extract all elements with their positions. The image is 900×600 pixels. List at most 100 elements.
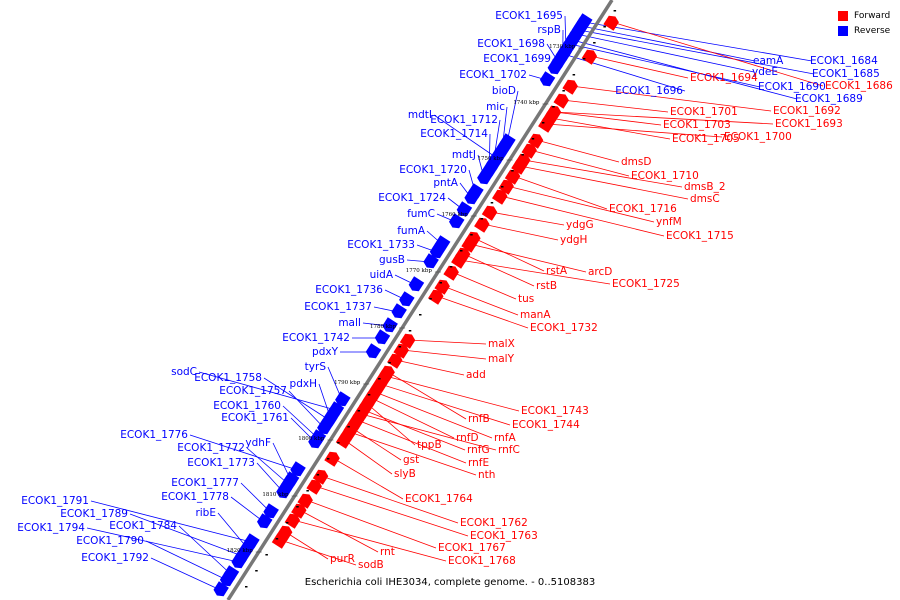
gene-arrow-ecok1-1710[interactable]: [521, 143, 537, 159]
gene-label-ecok1-1742[interactable]: ECOK1_1742: [282, 332, 350, 344]
gene-arrow-ecok1-1737[interactable]: [391, 303, 407, 319]
gene-label-ecok1-1698[interactable]: ECOK1_1698: [477, 38, 545, 50]
gene-arrow-ecok1-1694[interactable]: [581, 49, 598, 65]
gene-label-ydgg[interactable]: ydgG: [566, 219, 594, 231]
gene-label-mali[interactable]: malI: [338, 317, 361, 329]
gene-arrow-dmsc[interactable]: [511, 159, 527, 175]
gene-label-ecok1-1720[interactable]: ECOK1_1720: [399, 164, 467, 176]
gene-arrow-ecok1-1764[interactable]: [324, 451, 340, 467]
gene-label-ecok1-1702[interactable]: ECOK1_1702: [459, 69, 527, 81]
gene-arrow-ecok1-1773[interactable]: [276, 483, 292, 499]
gene-label-ecok1-1686[interactable]: ECOK1_1686: [825, 80, 893, 92]
gene-label-ecok1-1710[interactable]: ECOK1_1710: [631, 170, 699, 182]
gene-label-sodc[interactable]: sodC: [171, 366, 197, 378]
gene-arrow-ecok1-1732[interactable]: [428, 289, 444, 305]
gene-arrow-gusb[interactable]: [423, 253, 439, 269]
gene-label-ecok1-1705[interactable]: ECOK1_1705: [672, 133, 740, 145]
gene-label-maly[interactable]: malY: [488, 353, 515, 365]
gene-label-ecok1-1767[interactable]: ECOK1_1767: [438, 542, 506, 554]
gene-arrow-mali[interactable]: [382, 317, 398, 333]
gene-arrow-ecok1-1768[interactable]: [284, 513, 301, 529]
gene-arrow-ecok1-1761[interactable]: [308, 433, 324, 449]
gene-label-ecok1-1790[interactable]: ECOK1_1790: [76, 535, 144, 547]
gene-label-ecok1-1703[interactable]: ECOK1_1703: [663, 119, 731, 131]
gene-arrow-ecok1-1725[interactable]: [451, 253, 467, 269]
gene-label-ecok1-1768[interactable]: ECOK1_1768: [448, 555, 516, 567]
gene-label-ecok1-1761[interactable]: ECOK1_1761: [221, 412, 289, 424]
gene-arrow-pdxy[interactable]: [365, 343, 382, 359]
gene-arrow-ydgg[interactable]: [481, 205, 498, 221]
gene-label-tyrs[interactable]: tyrS: [305, 361, 327, 373]
gene-label-ecok1-1764[interactable]: ECOK1_1764: [405, 493, 473, 505]
gene-label-ecok1-1725[interactable]: ECOK1_1725: [612, 278, 680, 290]
gene-arrow-ecok1-1742[interactable]: [374, 329, 391, 345]
gene-label-ecok1-1694[interactable]: ECOK1_1694: [690, 72, 758, 84]
gene-label-rnfa[interactable]: rnfA: [494, 432, 516, 444]
gene-arrow-ecok1-1702[interactable]: [539, 71, 556, 87]
gene-arrow-ecok1-1715[interactable]: [492, 189, 508, 205]
gene-label-pdxh[interactable]: pdxH: [290, 378, 317, 390]
gene-label-tppb[interactable]: tppB: [417, 439, 442, 451]
gene-label-ecok1-1789[interactable]: ECOK1_1789: [60, 508, 128, 520]
gene-label-rnfb[interactable]: rnfB: [468, 413, 490, 425]
gene-arrow-fumc[interactable]: [449, 213, 465, 229]
gene-label-add[interactable]: add: [466, 369, 486, 381]
gene-label-rnfd[interactable]: rnfD: [456, 432, 479, 444]
gene-label-fuma[interactable]: fumA: [397, 225, 426, 237]
gene-label-rsta[interactable]: rstA: [546, 265, 568, 277]
gene-label-sodb[interactable]: sodB: [358, 559, 384, 571]
gene-label-ribe[interactable]: ribE: [195, 507, 216, 519]
gene-label-ecok1-1762[interactable]: ECOK1_1762: [460, 517, 528, 529]
gene-arrow-ecok1-1792[interactable]: [213, 581, 229, 597]
gene-label-slyb[interactable]: slyB: [394, 468, 416, 480]
gene-label-rnfc[interactable]: rnfC: [498, 444, 520, 456]
gene-label-nth[interactable]: nth: [478, 469, 495, 481]
gene-label-ecok1-1693[interactable]: ECOK1_1693: [775, 118, 843, 130]
gene-label-rstb[interactable]: rstB: [536, 280, 557, 292]
gene-label-fumc[interactable]: fumC: [407, 208, 435, 220]
gene-label-ecok1-1777[interactable]: ECOK1_1777: [171, 477, 239, 489]
gene-arrow-mana[interactable]: [434, 279, 450, 295]
gene-label-ecok1-1714[interactable]: ECOK1_1714: [420, 128, 488, 140]
gene-arrow-ecok1-1700[interactable]: [538, 117, 554, 133]
gene-label-eama[interactable]: eamA: [753, 55, 784, 67]
gene-arrow-ynfm[interactable]: [498, 179, 514, 195]
gene-arrow-ecok1-1689[interactable]: [565, 31, 582, 47]
gene-arrow-uida[interactable]: [408, 276, 425, 292]
gene-label-ecok1-1684[interactable]: ECOK1_1684: [810, 55, 878, 67]
gene-label-ynfm[interactable]: ynfM: [656, 216, 682, 228]
gene-arrow-ecok1-1716[interactable]: [504, 169, 521, 185]
gene-arrow-ecok1-1733[interactable]: [429, 243, 446, 259]
gene-label-ecok1-1743[interactable]: ECOK1_1743: [521, 405, 589, 417]
gene-label-ecok1-1772[interactable]: ECOK1_1772: [177, 442, 245, 454]
gene-arrow-rnfe[interactable]: [348, 413, 365, 429]
gene-arrow-ecok1-1696[interactable]: [556, 45, 573, 61]
gene-label-ydgh[interactable]: ydgH: [560, 234, 587, 246]
gene-label-ecok1-1792[interactable]: ECOK1_1792: [81, 552, 149, 564]
gene-arrow-ecok1-1790[interactable]: [219, 571, 236, 587]
gene-label-tus[interactable]: tus: [518, 293, 534, 305]
gene-label-mana[interactable]: manA: [520, 309, 551, 321]
gene-label-ecok1-1784[interactable]: ECOK1_1784: [109, 520, 177, 532]
gene-label-ydee[interactable]: ydeE: [752, 66, 778, 78]
gene-label-ecok1-1685[interactable]: ECOK1_1685: [812, 68, 880, 80]
gene-arrow-maly[interactable]: [393, 343, 409, 359]
gene-label-mic[interactable]: mic: [486, 101, 505, 113]
gene-label-biod[interactable]: bioD: [492, 85, 516, 97]
gene-label-mdtj[interactable]: mdtJ: [452, 149, 476, 161]
gene-arrow-ecok1-1692[interactable]: [562, 79, 578, 95]
gene-label-ecok1-1712[interactable]: ECOK1_1712: [430, 114, 498, 126]
gene-label-ecok1-1690[interactable]: ECOK1_1690: [758, 81, 826, 93]
gene-arrow-sodb[interactable]: [271, 533, 288, 549]
gene-arrow-rnt[interactable]: [291, 503, 307, 519]
gene-label-rnfe[interactable]: rnfE: [468, 457, 489, 469]
gene-arrow-ecok1-1777[interactable]: [263, 503, 279, 519]
gene-label-arcd[interactable]: arcD: [588, 266, 612, 278]
gene-arrow-ecok1-1699[interactable]: [547, 59, 563, 75]
gene-label-ecok1-1778[interactable]: ECOK1_1778: [161, 491, 229, 503]
gene-arrow-mdtj[interactable]: [477, 169, 493, 185]
gene-label-mdti[interactable]: mdtI: [408, 109, 432, 121]
gene-label-ecok1-1696[interactable]: ECOK1_1696: [615, 85, 683, 97]
gene-label-rspb[interactable]: rspB: [537, 24, 561, 36]
gene-label-ecok1-1695[interactable]: ECOK1_1695: [495, 10, 563, 22]
